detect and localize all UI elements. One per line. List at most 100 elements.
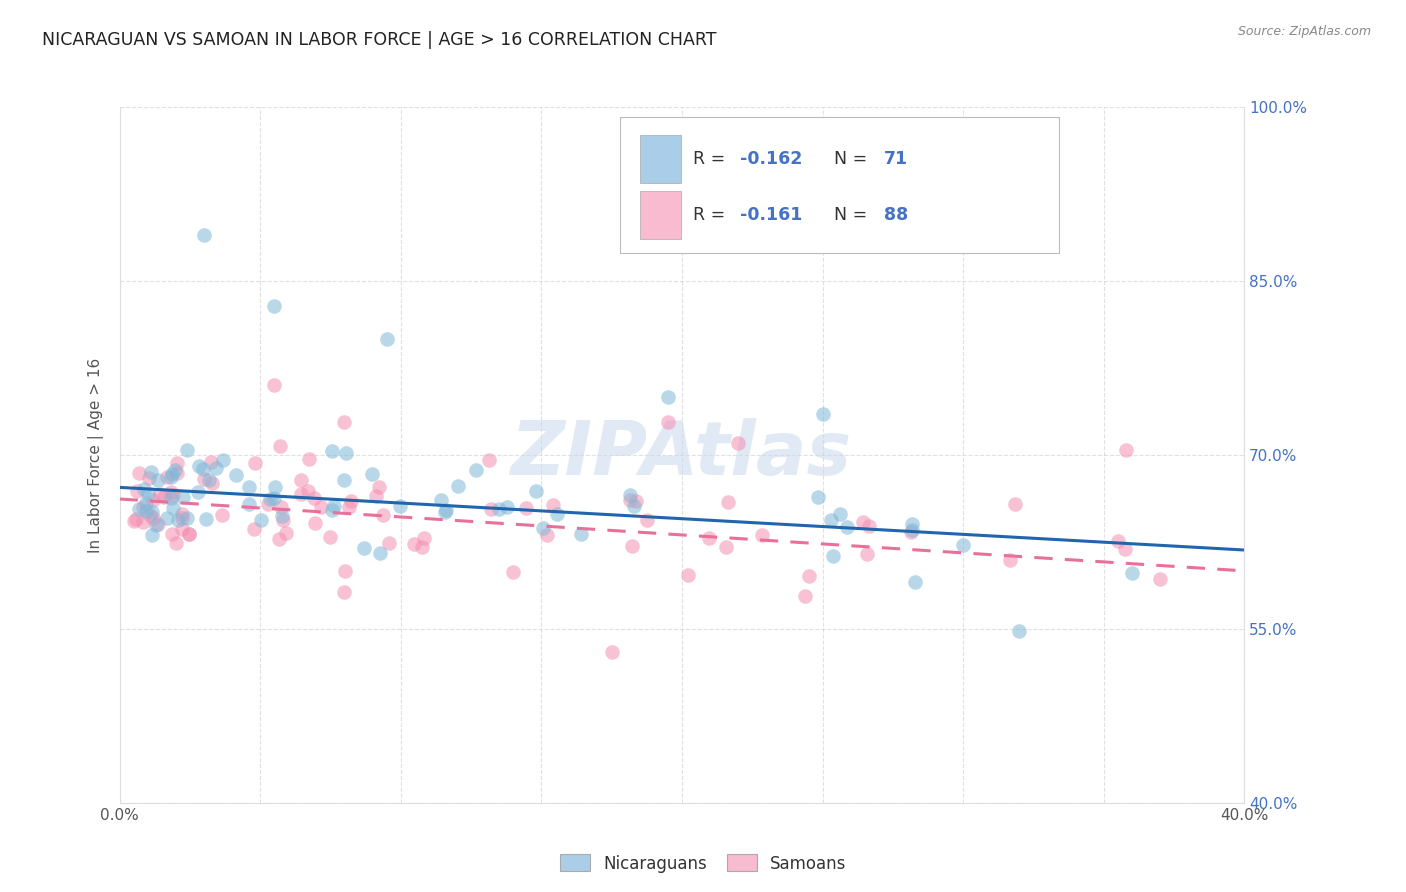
Point <box>152 490 174 504</box>
Point <box>142 492 165 507</box>
Point <box>337 500 360 514</box>
Point <box>807 490 830 504</box>
Point <box>479 502 502 516</box>
Point <box>364 489 387 503</box>
FancyBboxPatch shape <box>640 191 681 239</box>
Point <box>179 527 201 541</box>
Point <box>250 513 273 527</box>
Point <box>201 475 224 490</box>
Point <box>904 575 927 590</box>
Point <box>811 407 834 422</box>
Text: N =: N = <box>823 150 872 169</box>
Point <box>536 528 558 542</box>
Point <box>333 584 356 599</box>
Point <box>212 453 235 467</box>
Point <box>270 508 292 523</box>
Point <box>176 511 198 525</box>
Point <box>378 536 401 550</box>
Point <box>176 442 198 457</box>
Point <box>323 500 346 514</box>
Point <box>200 455 222 469</box>
Point <box>274 525 297 540</box>
Point <box>360 467 382 482</box>
Point <box>600 645 623 659</box>
Point <box>263 480 285 494</box>
Point <box>146 517 169 532</box>
Point <box>318 529 340 543</box>
Point <box>998 553 1021 567</box>
Point <box>297 483 319 498</box>
Point <box>515 500 537 515</box>
Point <box>163 462 186 476</box>
Point <box>799 569 821 583</box>
Y-axis label: In Labor Force | Age > 16: In Labor Force | Age > 16 <box>87 358 104 552</box>
Point <box>198 474 221 488</box>
Text: -0.161: -0.161 <box>741 206 803 224</box>
Point <box>335 565 357 579</box>
Point <box>1121 566 1143 580</box>
Point <box>160 485 183 500</box>
Point <box>238 497 260 511</box>
Point <box>488 502 510 516</box>
Point <box>820 513 842 527</box>
Point <box>141 465 163 479</box>
Point <box>436 502 458 516</box>
Point <box>298 452 321 467</box>
Point <box>830 507 852 521</box>
Point <box>901 523 924 537</box>
Point <box>141 505 163 519</box>
Point <box>145 517 167 532</box>
Point <box>238 480 260 494</box>
Point <box>172 507 194 521</box>
Point <box>122 515 145 529</box>
Point <box>823 549 845 563</box>
Point <box>259 491 281 506</box>
Point <box>187 484 209 499</box>
Point <box>429 493 451 508</box>
Point <box>434 505 457 519</box>
Point <box>290 474 312 488</box>
Point <box>128 466 150 480</box>
Point <box>1008 624 1031 639</box>
Point <box>156 470 179 484</box>
Point <box>132 482 155 496</box>
Point <box>271 513 294 527</box>
Point <box>657 390 679 404</box>
Point <box>478 452 501 467</box>
Point <box>205 460 228 475</box>
Point <box>524 483 547 498</box>
Point <box>194 512 217 526</box>
Point <box>263 300 285 314</box>
Point <box>952 538 974 552</box>
Point <box>321 503 343 517</box>
Point <box>502 566 524 580</box>
Text: 71: 71 <box>884 150 908 169</box>
Point <box>1115 443 1137 458</box>
Point <box>900 516 922 531</box>
Point <box>166 456 188 470</box>
Point <box>141 528 163 542</box>
Point <box>242 522 264 536</box>
Point <box>402 537 425 551</box>
Point <box>447 478 470 492</box>
Point <box>166 466 188 480</box>
Point <box>353 541 375 556</box>
Point <box>335 446 357 460</box>
Point <box>333 416 356 430</box>
Point <box>225 467 247 482</box>
Point <box>160 491 183 506</box>
Point <box>304 516 326 531</box>
Point <box>697 531 720 545</box>
Text: N =: N = <box>823 206 872 224</box>
Point <box>1114 542 1136 557</box>
Point <box>1149 572 1171 586</box>
Point <box>636 513 658 527</box>
Point <box>193 472 215 486</box>
Point <box>135 504 157 518</box>
Point <box>142 511 165 525</box>
Point <box>263 491 285 505</box>
Point <box>290 487 312 501</box>
Point <box>166 536 188 550</box>
Point <box>309 500 332 514</box>
Point <box>717 495 740 509</box>
